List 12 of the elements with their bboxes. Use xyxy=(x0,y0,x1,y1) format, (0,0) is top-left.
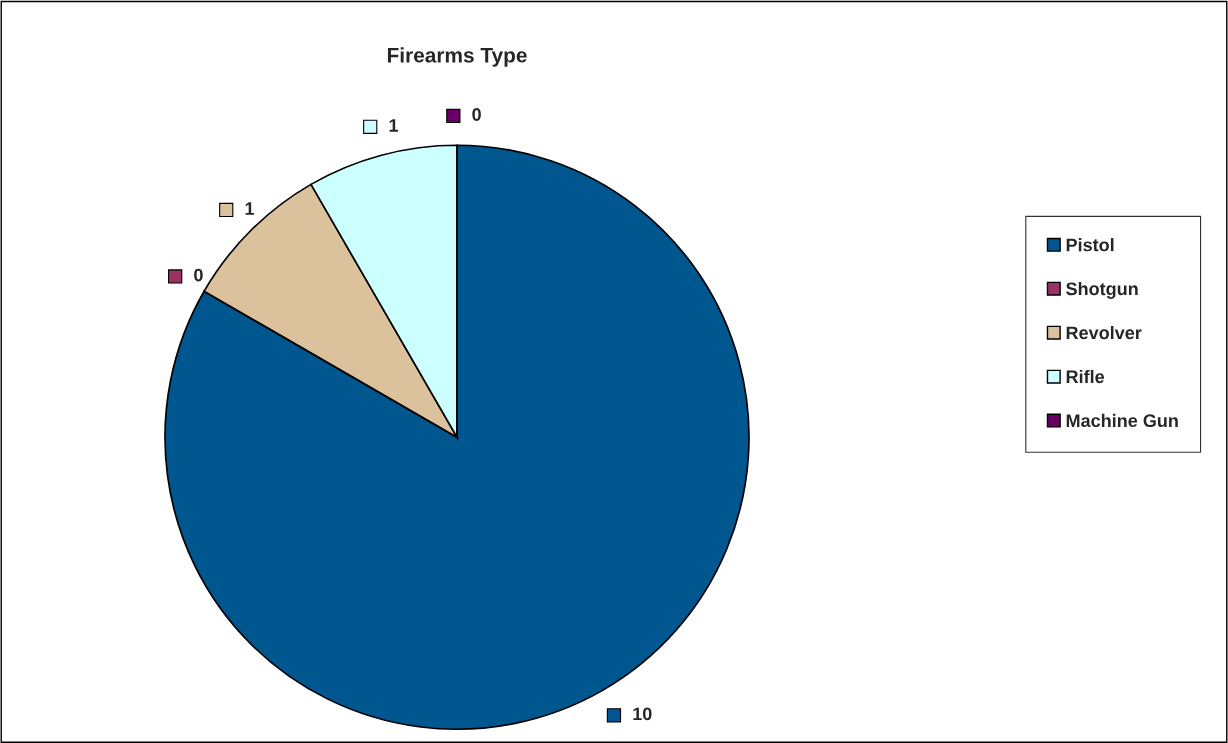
text: 0 xyxy=(472,108,481,121)
data-label: 1 xyxy=(245,202,255,215)
data-label: 1 xyxy=(389,119,399,132)
legend-label: Revolver xyxy=(1066,325,1142,340)
chart-title: Firearms Type xyxy=(387,47,527,67)
data-label: 10 xyxy=(633,707,652,721)
legend-label: Shotgun xyxy=(1066,281,1138,299)
legend-label: Machine Gun xyxy=(1066,413,1178,428)
pie-slice xyxy=(164,144,750,731)
legend-label: Rifle xyxy=(1066,369,1105,384)
legend-label: Pistol xyxy=(1066,238,1114,252)
text: 0 xyxy=(194,268,203,282)
